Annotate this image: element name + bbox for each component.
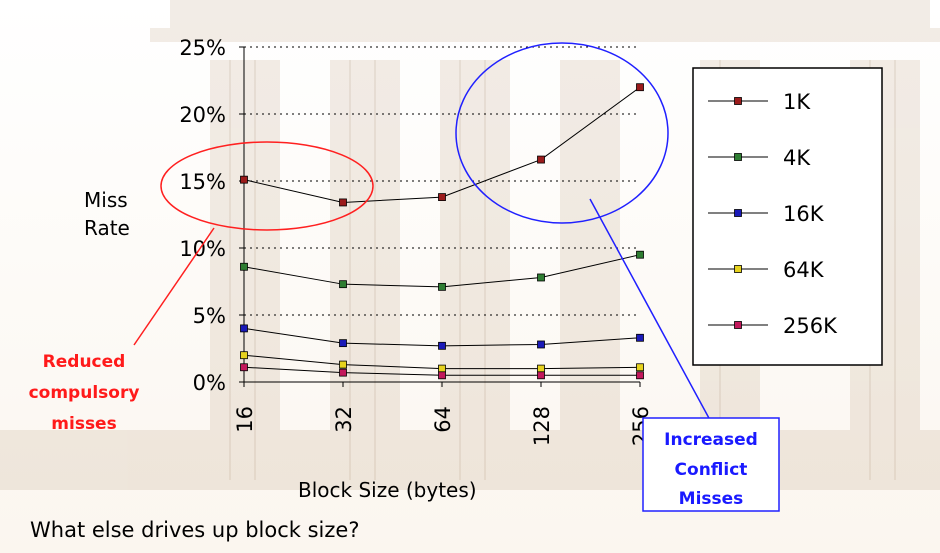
- data-point: [636, 371, 644, 380]
- x-tick-label: 32: [332, 406, 356, 433]
- gridlines: [239, 46, 641, 387]
- legend-marker: [734, 209, 742, 217]
- axes: [243, 47, 640, 383]
- data-point: [636, 250, 644, 259]
- data-point: [636, 363, 644, 372]
- series-256k: [240, 363, 644, 380]
- conflict-pointer-line: [589, 198, 711, 421]
- reduced-note-line1: Reduced: [43, 352, 126, 372]
- y-tick-label: 15%: [179, 170, 226, 194]
- increased-note-line2: Conflict: [675, 460, 748, 480]
- legend-label: 4K: [783, 146, 811, 170]
- legend-marker: [734, 153, 742, 161]
- increased-note-line1: Increased: [664, 430, 758, 450]
- legend-marker: [734, 97, 742, 105]
- y-tick-label: 5%: [193, 304, 226, 328]
- data-point: [240, 175, 248, 184]
- series-4k: [240, 250, 644, 291]
- y-axis-title-line1: Miss: [84, 188, 128, 212]
- legend-label: 256K: [783, 314, 838, 338]
- y-tick-label: 25%: [179, 36, 226, 60]
- data-point: [339, 360, 347, 369]
- legend-item-16k: 16K: [708, 202, 825, 226]
- data-point: [438, 193, 446, 201]
- data-point: [339, 198, 347, 207]
- series-64k: [240, 351, 644, 373]
- y-tick-label: 0%: [193, 371, 226, 395]
- x-tick-label: 16: [233, 406, 257, 433]
- legend-marker: [734, 321, 742, 329]
- legend-label: 64K: [783, 258, 825, 282]
- data-point: [339, 339, 347, 348]
- data-point: [636, 333, 644, 342]
- legend-label: 1K: [783, 90, 811, 114]
- legend-item-256k: 256K: [708, 314, 838, 338]
- y-axis-title-line2: Rate: [84, 216, 130, 240]
- data-point: [438, 371, 446, 380]
- question-text: What else drives up block size?: [30, 518, 360, 542]
- legend-item-4k: 4K: [708, 146, 811, 170]
- data-point: [339, 368, 347, 377]
- compulsory-highlight-ellipse: [160, 141, 374, 231]
- series-16k: [240, 324, 644, 350]
- data-point: [240, 262, 248, 271]
- increased-note-line3: Misses: [679, 489, 744, 509]
- series-group: [240, 83, 644, 380]
- series-1k: [240, 83, 644, 207]
- reduced-note-line3: misses: [51, 414, 116, 434]
- x-tick-label: 64: [431, 406, 455, 433]
- conflict-note-box: [642, 417, 780, 512]
- y-tick-labels: 0% 5% 10% 15% 20% 25%: [179, 36, 226, 395]
- series-line: [243, 254, 641, 288]
- reduced-note-line2: compulsory: [29, 383, 140, 403]
- data-point: [240, 351, 248, 360]
- data-point: [537, 155, 545, 164]
- conflict-highlight-ellipse: [455, 42, 669, 224]
- data-point: [438, 364, 446, 373]
- data-point: [339, 280, 347, 289]
- y-tick-label: 20%: [179, 103, 226, 127]
- data-point: [537, 340, 545, 349]
- y-tick-label: 10%: [179, 237, 226, 261]
- data-point: [537, 273, 545, 282]
- data-point: [240, 363, 248, 372]
- data-point: [438, 341, 446, 350]
- legend: 1K 4K 16K 64K 256K: [708, 90, 838, 338]
- legend-item-64k: 64K: [708, 258, 825, 282]
- data-point: [537, 364, 545, 373]
- legend-box: [692, 67, 883, 366]
- x-tick-labels: 16 32 64 128 256: [233, 406, 653, 446]
- legend-label: 16K: [783, 202, 825, 226]
- data-point: [636, 83, 644, 92]
- legend-marker: [734, 265, 742, 273]
- data-point: [240, 324, 248, 333]
- x-axis-title: Block Size (bytes): [298, 478, 477, 502]
- data-point: [537, 371, 545, 380]
- x-tick-label: 128: [530, 406, 554, 446]
- legend-item-1k: 1K: [708, 90, 811, 114]
- data-point: [438, 282, 446, 291]
- compulsory-pointer-line: [133, 227, 215, 346]
